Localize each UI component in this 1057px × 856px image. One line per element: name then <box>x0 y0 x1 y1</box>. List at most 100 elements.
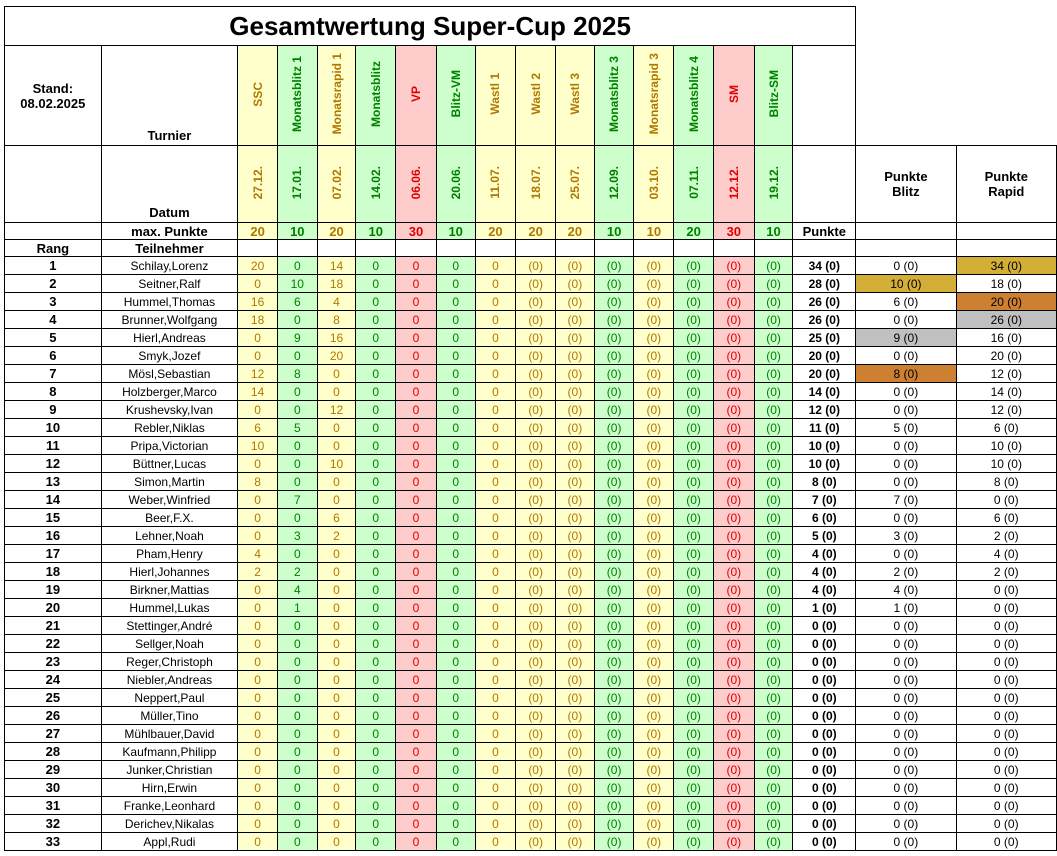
rank: 30 <box>4 778 102 797</box>
score-cell: (0) <box>633 490 675 509</box>
rapid-points: 20 (0) <box>955 292 1057 311</box>
score-cell: 0 <box>276 544 318 563</box>
score-cell: 4 <box>276 580 318 599</box>
score-cell: (0) <box>673 688 714 707</box>
score-cell: (0) <box>753 652 794 671</box>
score-cell: (0) <box>633 544 675 563</box>
score-cell: (0) <box>515 742 557 761</box>
tournament-header: Wastl 3 <box>555 45 595 146</box>
table-row: 23 Reger,Christoph 0 0 0 0 0 0 0 (0) (0) (0) (0) (0)(… <box>4 652 1057 671</box>
score-cell: (0) <box>593 670 635 689</box>
score-cell: (0) <box>753 598 794 617</box>
score-cell: 0 <box>355 328 397 347</box>
score-cell: (0) <box>593 418 635 437</box>
empty-cell <box>435 239 476 257</box>
score-cell: 0 <box>276 256 318 275</box>
score-cell: (0) <box>712 346 755 365</box>
score-cell: 0 <box>474 652 517 671</box>
score-cell: (0) <box>712 616 755 635</box>
score-cell: (0) <box>712 634 755 653</box>
player-name: Seitner,Ralf <box>100 274 239 293</box>
score-cell: 10 <box>276 274 318 293</box>
rapid-points: 18 (0) <box>955 274 1057 293</box>
total-points: 5 (0) <box>792 526 857 545</box>
rank: 16 <box>4 526 102 545</box>
score-cell: 0 <box>435 706 476 725</box>
rapid-points: 0 (0) <box>955 598 1057 617</box>
score-cell: (0) <box>593 616 635 635</box>
score-cell: (0) <box>712 742 755 761</box>
tournament-date: 12.09. <box>607 165 622 200</box>
rank: 19 <box>4 580 102 599</box>
score-cell: (0) <box>593 274 635 293</box>
score-cell: (0) <box>673 490 714 509</box>
score-cell: 0 <box>435 346 476 365</box>
score-cell: 0 <box>435 634 476 653</box>
score-cell: (0) <box>712 724 755 743</box>
score-cell: 0 <box>395 490 437 509</box>
rang-header: Rang <box>4 239 102 257</box>
score-cell: 0 <box>395 706 437 725</box>
rapid-points: 0 (0) <box>955 706 1057 725</box>
score-cell: (0) <box>673 526 714 545</box>
tournament-date-cell: 07.02. <box>316 145 357 223</box>
score-cell: (0) <box>515 778 557 797</box>
score-cell: 0 <box>474 832 517 851</box>
total-points: 4 (0) <box>792 562 857 581</box>
score-cell: 0 <box>474 418 517 437</box>
table-row: 26 Müller,Tino 0 0 0 0 0 0 0 (0) (0) (0) (0) (0) (0) (0… <box>4 706 1057 725</box>
rank: 7 <box>4 364 102 383</box>
score-cell: 0 <box>355 796 397 815</box>
score-cell: (0) <box>753 526 794 545</box>
turnier-label: Turnier <box>100 45 239 146</box>
score-cell: (0) <box>633 670 675 689</box>
score-cell: 0 <box>237 742 278 761</box>
score-cell: (0) <box>712 544 755 563</box>
score-cell: (0) <box>633 328 675 347</box>
score-cell: (0) <box>673 436 714 455</box>
score-cell: (0) <box>633 796 675 815</box>
score-cell: 0 <box>355 526 397 545</box>
score-cell: (0) <box>633 832 675 851</box>
rapid-points: 4 (0) <box>955 544 1057 563</box>
score-cell: 0 <box>316 490 357 509</box>
player-name: Hierl,Andreas <box>100 328 239 347</box>
tournament-header: Monatsblitz 3 <box>593 45 635 146</box>
score-cell: (0) <box>555 526 595 545</box>
max-points: 20 <box>515 222 557 240</box>
score-cell: 0 <box>237 598 278 617</box>
rank: 5 <box>4 328 102 347</box>
score-cell: 0 <box>395 760 437 779</box>
score-cell: 0 <box>355 562 397 581</box>
score-cell: (0) <box>593 814 635 833</box>
max-points: 20 <box>237 222 278 240</box>
score-cell: (0) <box>753 472 794 491</box>
score-cell: (0) <box>753 706 794 725</box>
total-points: 8 (0) <box>792 472 857 491</box>
score-cell: (0) <box>753 310 794 329</box>
score-cell: (0) <box>673 706 714 725</box>
table-row: 21 Stettinger,André 0 0 0 0 0 0 0 (0) (0) (0) (0) (0)… <box>4 616 1057 635</box>
player-name: Krushevsky,Ivan <box>100 400 239 419</box>
score-cell: 0 <box>237 760 278 779</box>
score-cell: 0 <box>395 562 437 581</box>
score-cell: (0) <box>593 544 635 563</box>
max-points: 30 <box>395 222 437 240</box>
score-cell: (0) <box>753 544 794 563</box>
tournament-date: 11.07. <box>488 166 503 199</box>
score-cell: 0 <box>474 346 517 365</box>
score-cell: (0) <box>753 814 794 833</box>
tournament-date: 18.07. <box>528 165 543 200</box>
empty-cell <box>855 222 957 240</box>
blitz-points: 6 (0) <box>855 292 957 311</box>
rank: 1 <box>4 256 102 275</box>
score-cell: (0) <box>633 526 675 545</box>
score-cell: (0) <box>673 310 714 329</box>
empty-cell <box>792 45 857 146</box>
max-points: 10 <box>276 222 318 240</box>
score-cell: (0) <box>712 598 755 617</box>
blitz-points: 0 (0) <box>855 616 957 635</box>
score-cell: (0) <box>515 364 557 383</box>
player-name: Rebler,Niklas <box>100 418 239 437</box>
score-cell: (0) <box>555 616 595 635</box>
